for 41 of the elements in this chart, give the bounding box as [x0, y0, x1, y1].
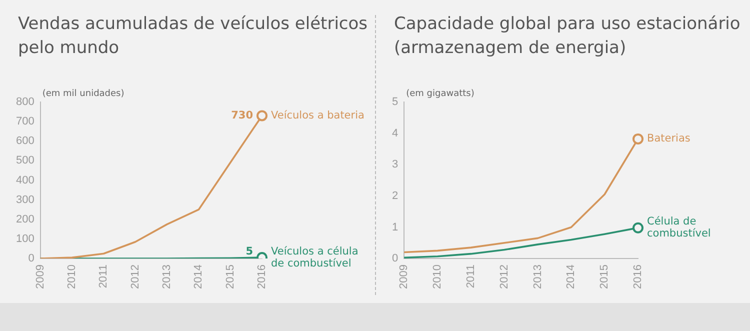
x-tick-label: 2016	[632, 264, 644, 290]
x-tick-label: 2012	[498, 264, 510, 290]
y-tick-label: 700	[16, 116, 34, 128]
y-tick-label: 100	[16, 232, 34, 245]
y-tick-label: 0	[392, 252, 398, 265]
y-tick-label: 4	[392, 127, 398, 140]
x-tick-label: 2011	[464, 264, 477, 288]
x-tick-label: 2014	[565, 264, 578, 290]
y-tick-label: 2	[392, 190, 398, 202]
series-label: Veículos a célula de combustível	[271, 245, 358, 270]
y-tick-label: 0	[28, 252, 34, 265]
x-tick-label: 2011	[98, 264, 110, 288]
x-tick-label: 2009	[34, 264, 46, 290]
data-label: 5	[246, 245, 253, 258]
y-tick-label: 300	[16, 194, 34, 206]
x-tick-label: 2009	[398, 264, 410, 290]
y-axis-title: (em mil unidades)	[42, 88, 124, 99]
x-tick-label: 2015	[598, 264, 611, 290]
x-tick-label: 2010	[432, 264, 444, 290]
chart-title: Vendas acumuladas de veículos elétricos pelo mundo	[18, 13, 369, 60]
x-tick-label: 2015	[224, 264, 236, 290]
x-tick-label: 2012	[129, 264, 142, 290]
y-tick-label: 400	[16, 174, 34, 186]
y-tick-label: 200	[16, 213, 34, 226]
series-label: Veículos a bateria	[271, 109, 364, 122]
chart-title: Capacidade global para uso estacionário (armazenagem de energia)	[394, 13, 742, 60]
y-tick-label: 500	[16, 154, 34, 167]
series-label: Baterias	[647, 132, 690, 145]
y-axis-title: (em gigawatts)	[406, 88, 474, 99]
x-tick-label: 2013	[161, 264, 174, 290]
y-tick-label: 5	[392, 96, 398, 108]
x-tick-label: 2010	[66, 264, 78, 290]
y-tick-label: 800	[16, 96, 34, 108]
series-label: Célula de combustível	[647, 216, 711, 240]
x-tick-label: 2016	[256, 264, 268, 290]
data-label: 730	[231, 109, 253, 122]
y-tick-label: 1	[392, 221, 398, 234]
x-tick-label: 2013	[532, 264, 544, 290]
y-tick-label: 3	[392, 158, 398, 171]
x-tick-label: 2014	[192, 264, 205, 290]
y-tick-label: 600	[16, 135, 34, 148]
